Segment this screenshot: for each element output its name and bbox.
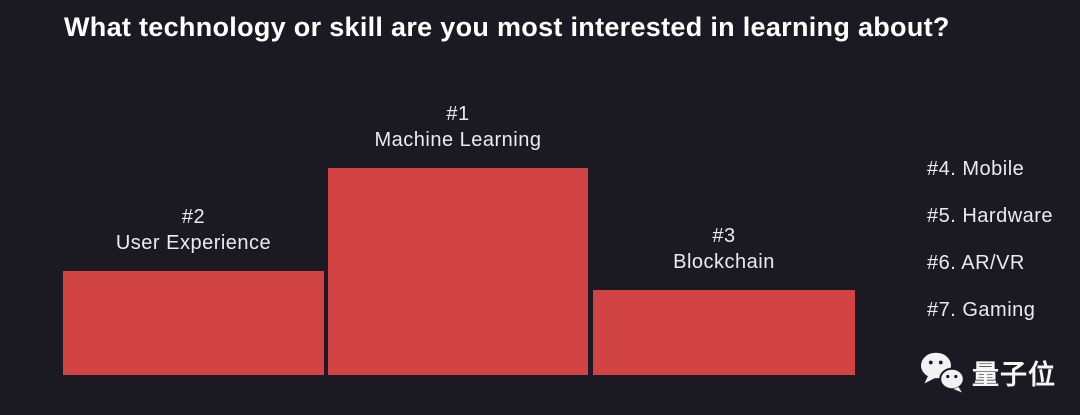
wechat-icon	[919, 351, 965, 393]
bar-label-blockchain: #3 Blockchain	[673, 223, 775, 275]
bar-group-blockchain: #3 Blockchain	[593, 223, 855, 375]
bar-machine-learning	[328, 168, 588, 375]
bar-user-experience	[63, 271, 324, 375]
chart-title: What technology or skill are you most in…	[64, 12, 950, 42]
rank-label: #1	[446, 103, 470, 125]
list-item-gaming: #7. Gaming	[927, 299, 1036, 321]
runners-up-list: #4. Mobile #5. Hardware #6. AR/VR #7. Ga…	[927, 159, 1053, 321]
category-label: Machine Learning	[374, 129, 542, 151]
bar-group-user-experience: #2 User Experience	[63, 204, 324, 375]
category-label: Blockchain	[673, 251, 775, 273]
list-item-arvr: #6. AR/VR	[927, 252, 1025, 274]
bar-label-user-experience: #2 User Experience	[116, 204, 271, 256]
rank-label: #3	[712, 225, 736, 247]
bar-label-machine-learning: #1 Machine Learning	[375, 101, 542, 153]
category-label: User Experience	[115, 232, 272, 254]
list-item-hardware: #5. Hardware	[927, 205, 1054, 227]
watermark: 量子位	[919, 351, 1056, 393]
list-item-mobile: #4. Mobile	[927, 158, 1025, 180]
bar-group-machine-learning: #1 Machine Learning	[328, 101, 588, 375]
rank-label: #2	[181, 206, 206, 228]
bar-blockchain	[593, 290, 855, 375]
watermark-label: 量子位	[972, 359, 1056, 390]
